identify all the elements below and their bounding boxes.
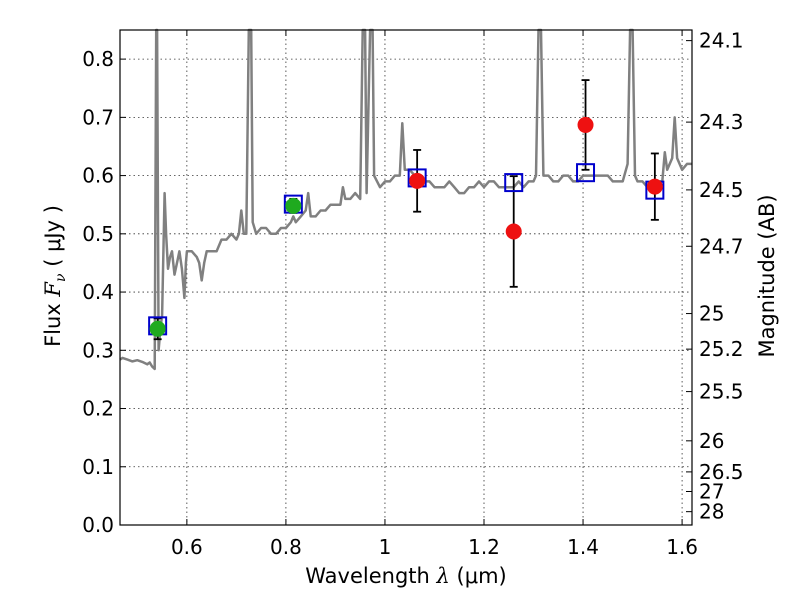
y-tick-label: 0.4 [82, 280, 114, 304]
y-tick-label: 0.1 [82, 455, 114, 479]
mag-tick-label: 25.2 [699, 337, 744, 361]
data-point [285, 197, 302, 214]
x-tick-label: 1.2 [468, 535, 500, 559]
mag-tick-label: 24.5 [699, 178, 744, 202]
model-photometry-square [576, 163, 596, 183]
x-tick-label: 0.6 [171, 535, 203, 559]
mag-tick-label: 26 [699, 429, 724, 453]
x-tick-label: 1.4 [567, 535, 599, 559]
x-tick-label: 1 [379, 535, 392, 559]
plot-frame [119, 29, 693, 526]
data-point [646, 178, 663, 195]
mag-tick-label: 28 [699, 500, 724, 524]
mag-tick-label: 24.3 [699, 110, 744, 134]
y-tick-label: 0.8 [82, 47, 114, 71]
y-tick-label: 0.5 [82, 222, 114, 246]
x-axis-label: Wavelength λ (μm) [305, 564, 506, 588]
y-tick-label: 0.0 [82, 513, 114, 537]
mag-tick-label: 24.7 [699, 234, 744, 258]
y2-axis-label: Magnitude (AB) [755, 194, 779, 357]
mag-tick-label: 24.1 [699, 29, 744, 53]
mag-tick-label: 26.5 [699, 460, 744, 484]
model-spectrum-layer [119, 28, 692, 371]
data-point [149, 320, 166, 337]
ticks: 0.6 0.8 1 1.2 1.4 1.6 0.0 0.1 0.2 0.3 0.4 0.5 0.6 0.7… [82, 29, 743, 559]
mag-tick-label: 27 [699, 479, 724, 503]
model-photometry-boxes [148, 163, 665, 336]
data-point [577, 116, 594, 133]
x-tick-label: 1.6 [666, 535, 698, 559]
grid [120, 30, 692, 526]
y-tick-label: 0.7 [82, 105, 114, 129]
model-spectrum-line [119, 28, 692, 371]
mag-tick-label: 25 [699, 302, 724, 326]
y-tick-label: 0.3 [82, 338, 114, 362]
y-axis-label: Flux Fν ( μJy ) [41, 205, 69, 347]
x-tick-label: 0.8 [270, 535, 302, 559]
data-point [505, 223, 522, 240]
mag-tick-label: 25.5 [699, 380, 744, 404]
model-photometry-square [504, 173, 524, 193]
observed-points [149, 116, 663, 337]
data-point [409, 172, 426, 189]
y-tick-label: 0.2 [82, 397, 114, 421]
y-tick-label: 0.6 [82, 164, 114, 188]
